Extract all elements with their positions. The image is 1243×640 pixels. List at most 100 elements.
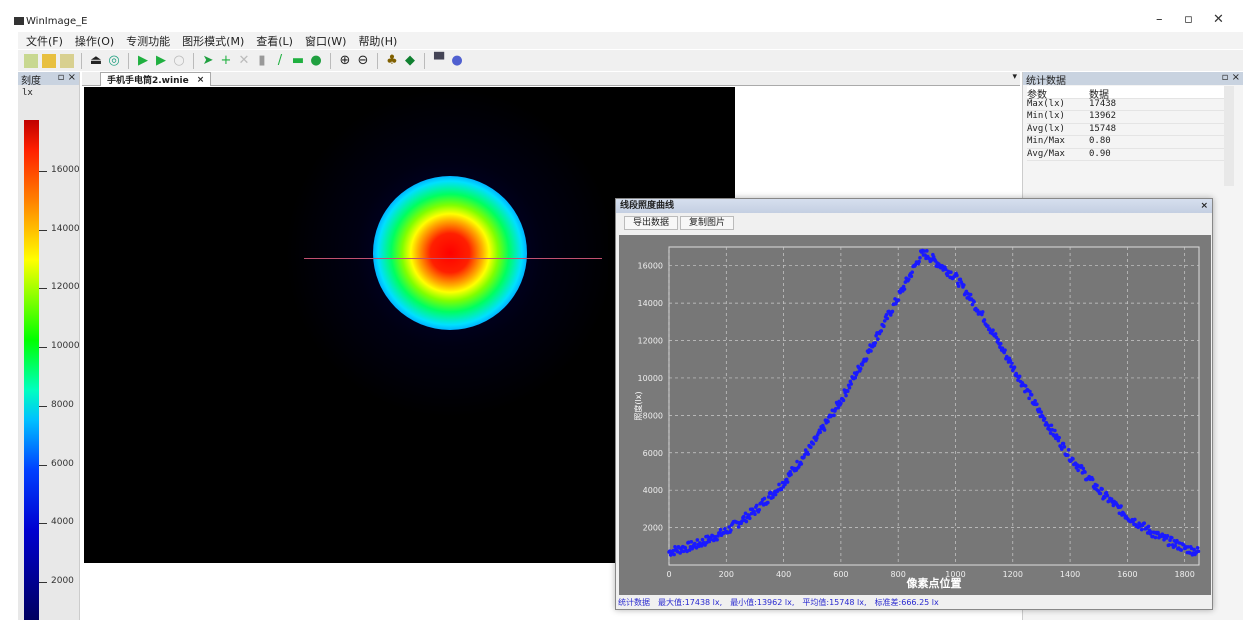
diamond-icon[interactable]: ◆ <box>405 52 415 68</box>
param: Avg(lx) <box>1027 123 1065 134</box>
trash-icon[interactable]: ▮ <box>258 52 266 68</box>
zoom-in-icon[interactable]: ⊕ <box>339 52 351 68</box>
pointer-icon[interactable]: ➤ <box>202 52 214 68</box>
data-point <box>918 255 922 260</box>
data-point <box>692 541 697 546</box>
data-point <box>809 445 813 449</box>
copy-image-button[interactable]: 复制图片 <box>680 216 735 230</box>
stats-scrollbar[interactable] <box>1224 86 1234 186</box>
panel-pin-close-icon[interactable]: ▫ × <box>1221 72 1240 83</box>
network-icon[interactable]: ♣ <box>386 52 398 68</box>
stop-icon[interactable]: ○ <box>173 52 185 68</box>
tab-dropdown-icon[interactable]: ▾ <box>1012 72 1017 82</box>
data-point <box>795 459 799 464</box>
data-point <box>771 495 775 500</box>
data-point <box>715 537 719 542</box>
data-point <box>879 329 884 333</box>
data-point <box>799 462 804 466</box>
rect-tool-icon[interactable]: ▬ <box>291 52 305 68</box>
circle-tool-icon[interactable]: ● <box>310 52 322 68</box>
data-point <box>757 507 762 512</box>
value: 0.80 <box>1089 136 1111 146</box>
app-icon <box>14 17 24 25</box>
data-point <box>898 290 902 295</box>
color-scale-bar <box>24 120 39 620</box>
data-point <box>839 401 843 405</box>
menu-graph-mode[interactable]: 图形模式(M) <box>182 34 245 48</box>
data-point <box>818 430 823 435</box>
menu-view[interactable]: 查看(L) <box>256 34 293 48</box>
scale-tick-label: 12000 <box>51 282 80 293</box>
minimize-button[interactable]: – <box>1156 12 1163 27</box>
menu-help[interactable]: 帮助(H) <box>358 34 398 48</box>
data-point <box>1017 374 1022 379</box>
scale-tick <box>39 229 47 231</box>
menu-file[interactable]: 文件(F) <box>26 34 63 48</box>
data-point <box>1117 511 1122 516</box>
data-point <box>832 413 836 418</box>
data-point <box>847 385 852 390</box>
data-point <box>874 333 878 338</box>
scale-tick-label: 10000 <box>51 341 80 352</box>
save-icon[interactable] <box>60 53 74 68</box>
x-axis-label: 像素点位置 <box>907 576 962 590</box>
open-file-icon[interactable] <box>42 53 56 68</box>
beam-spot <box>373 176 527 330</box>
data-point <box>975 308 980 313</box>
profile-line[interactable] <box>304 258 602 259</box>
data-point <box>858 366 863 371</box>
popup-close-icon[interactable]: × <box>1200 201 1208 211</box>
document-tab-label: 手机手电筒2.winie <box>107 76 189 86</box>
data-point <box>789 472 793 477</box>
y-tick-label: 12000 <box>638 337 663 346</box>
print-icon[interactable]: ▀ <box>434 52 444 68</box>
line-tool-icon[interactable]: / <box>277 52 283 68</box>
data-point <box>1105 493 1110 498</box>
data-point <box>841 398 846 403</box>
data-point <box>1061 441 1066 446</box>
scale-unit: lx <box>22 88 33 98</box>
data-point <box>955 273 959 278</box>
menu-window[interactable]: 窗口(W) <box>304 34 347 48</box>
tab-close-icon[interactable]: × <box>196 74 205 85</box>
data-point <box>873 341 878 345</box>
open-folder-icon[interactable] <box>24 53 38 68</box>
data-point <box>1033 399 1037 403</box>
data-point <box>1179 548 1184 552</box>
data-point <box>982 318 987 322</box>
document-tab[interactable]: 手机手电筒2.winie × <box>100 72 212 86</box>
data-point <box>1079 463 1084 468</box>
scale-tick-label: 4000 <box>51 517 74 528</box>
data-point <box>885 316 890 321</box>
data-point <box>1139 527 1144 532</box>
restore-button[interactable]: ▫ <box>1184 12 1193 27</box>
data-point <box>849 382 854 386</box>
status-label: 统计数据 <box>618 598 650 607</box>
data-point <box>1012 365 1017 370</box>
data-point <box>910 270 915 274</box>
data-point <box>783 482 787 487</box>
play-step-icon[interactable]: ▶ <box>156 52 166 68</box>
data-point <box>1037 407 1042 412</box>
data-point <box>822 428 827 432</box>
menu-special[interactable]: 专测功能 <box>126 34 171 48</box>
close-button[interactable]: ✕ <box>1213 12 1224 27</box>
zoom-out-icon[interactable]: ⊖ <box>357 52 369 68</box>
scale-tick <box>39 405 47 407</box>
target-icon[interactable]: ◎ <box>108 52 120 68</box>
menu-operate[interactable]: 操作(O) <box>74 34 115 48</box>
about-icon[interactable]: ● <box>451 52 463 68</box>
scale-panel-title: 刻度 <box>21 76 41 87</box>
x-tick-label: 1400 <box>1060 570 1080 579</box>
value: 13962 <box>1089 111 1117 121</box>
data-point <box>762 496 767 501</box>
eject-icon[interactable]: ⏏ <box>89 52 103 68</box>
delete-icon[interactable]: ✕ <box>238 52 250 68</box>
panel-pin-close-icon[interactable]: ▫ × <box>57 72 76 83</box>
data-point <box>689 540 694 544</box>
data-point <box>1109 497 1114 501</box>
play-icon[interactable]: ▶ <box>138 52 148 68</box>
export-data-button[interactable]: 导出数据 <box>624 216 679 230</box>
add-icon[interactable]: + <box>220 52 232 68</box>
data-point <box>785 480 790 484</box>
